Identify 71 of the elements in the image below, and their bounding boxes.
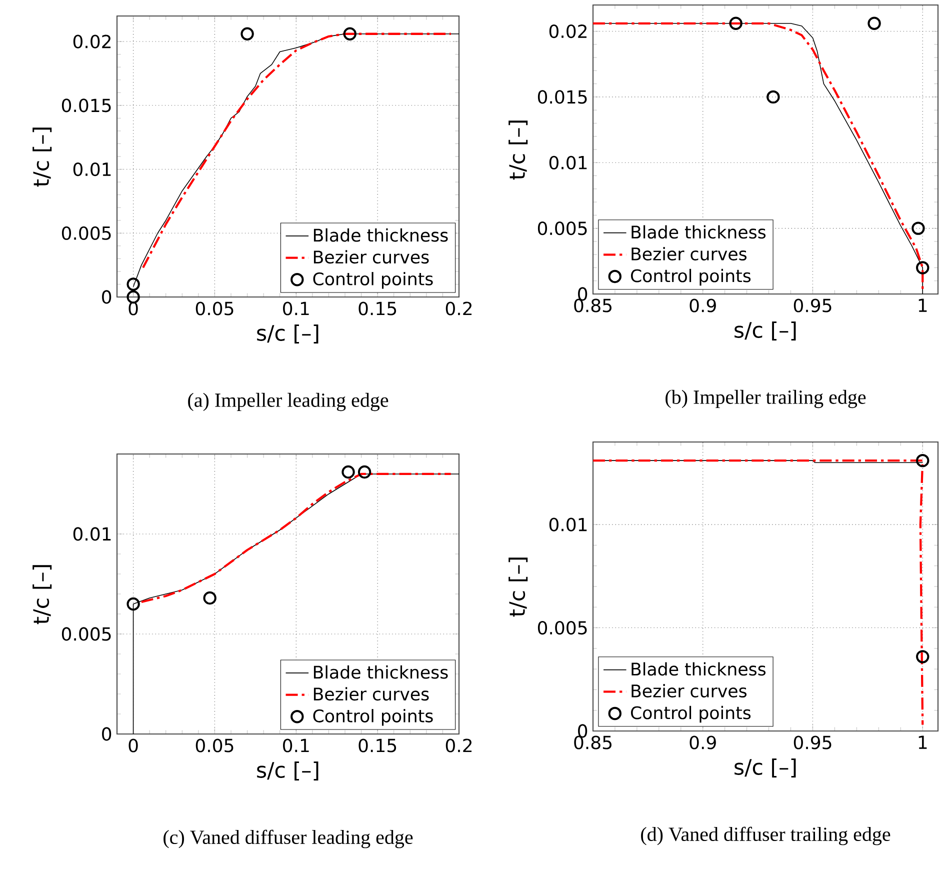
text: (a) Impeller leading edge (188, 392, 388, 412)
x-tick-label: 1 (918, 736, 927, 749)
x-axis-title: s/c [–] (257, 761, 318, 780)
legend-label: Bezier curves (314, 687, 429, 701)
x-tick-label: 0.85 (574, 736, 612, 750)
legend-label: Bezier curves (314, 250, 429, 264)
legend-label: Control points (313, 709, 433, 726)
point (916, 261, 930, 274)
y-tick-label: 0.01 (73, 162, 111, 176)
y-axis-title: t/c [–] (32, 128, 52, 187)
legend-label: Control points (630, 268, 751, 286)
x-tick-label: 0 (128, 738, 138, 752)
point (343, 27, 356, 40)
point (766, 90, 780, 104)
y-tick-label: 0 (578, 724, 588, 738)
legend-label: Blade thickness (632, 662, 766, 676)
legend-label: Control points (313, 272, 433, 289)
y-tick-label: 0.005 (62, 627, 111, 641)
point (342, 465, 355, 479)
y-tick-label: 0.015 (62, 98, 111, 112)
x-tick-label: 0.15 (358, 302, 396, 316)
x-tick-label: 0.95 (794, 736, 832, 750)
y-tick-label: 0 (102, 290, 112, 304)
legend-label: Blade thickness (632, 225, 766, 239)
x-tick-label: 1 (918, 298, 927, 312)
x-tick-label: 0.1 (283, 302, 309, 316)
y-tick-label: 0 (102, 727, 112, 741)
y-tick-label: 0.01 (73, 527, 111, 541)
y-tick-label: 0.005 (538, 222, 587, 236)
y-tick-label: 0 (578, 287, 588, 301)
y-axis-title: t/c [–] (508, 558, 528, 617)
point (912, 222, 925, 235)
x-axis-title: s/c [–] (734, 758, 796, 778)
y-tick-label: 0.01 (549, 518, 587, 532)
point (358, 465, 372, 479)
x-tick-label: 0.1 (283, 738, 309, 752)
point (203, 591, 216, 605)
x-tick-label: 0.95 (794, 298, 832, 312)
y-tick-label: 0.005 (62, 226, 111, 240)
line-series (140, 472, 452, 604)
y-tick-label: 0.02 (73, 34, 110, 48)
legend-label: Bezier curves (632, 247, 746, 260)
x-tick-label: 0.9 (690, 736, 716, 750)
y-tick-label: 0.01 (549, 156, 587, 170)
point (729, 16, 742, 30)
x-tick-label: 0.2 (446, 738, 472, 752)
legend-label: Blade thickness (314, 665, 448, 679)
x-tick-label: 0.05 (196, 302, 234, 316)
point (240, 27, 254, 40)
x-tick-label: 0.85 (574, 298, 612, 312)
legend-label: Bezier curves (632, 684, 746, 698)
point (126, 278, 140, 291)
x-tick-label: 0.05 (196, 738, 234, 752)
legend-label: Control points (630, 706, 751, 723)
x-axis-title: s/c [–] (734, 321, 796, 340)
y-tick-label: 0.02 (549, 24, 586, 38)
x-tick-label: 0.9 (690, 298, 716, 312)
y-axis-title: t/c [–] (32, 565, 52, 624)
point (868, 16, 881, 30)
x-tick-label: 0.15 (358, 738, 396, 752)
y-tick-label: 0.015 (538, 90, 587, 104)
x-axis-title: s/c [–] (257, 324, 318, 344)
y-tick-label: 0.005 (538, 620, 587, 635)
line-series (593, 460, 924, 726)
text: (d) Vaned diffuser trailing edge (641, 826, 890, 846)
point (126, 597, 140, 611)
text: (c) Vaned diffuser leading edge (164, 830, 413, 848)
x-tick-label: 0.2 (446, 302, 472, 316)
y-axis-title: t/c [–] (508, 120, 528, 180)
text: (b) Impeller trailing edge (666, 390, 866, 408)
legend-label: Blade thickness (314, 228, 448, 242)
